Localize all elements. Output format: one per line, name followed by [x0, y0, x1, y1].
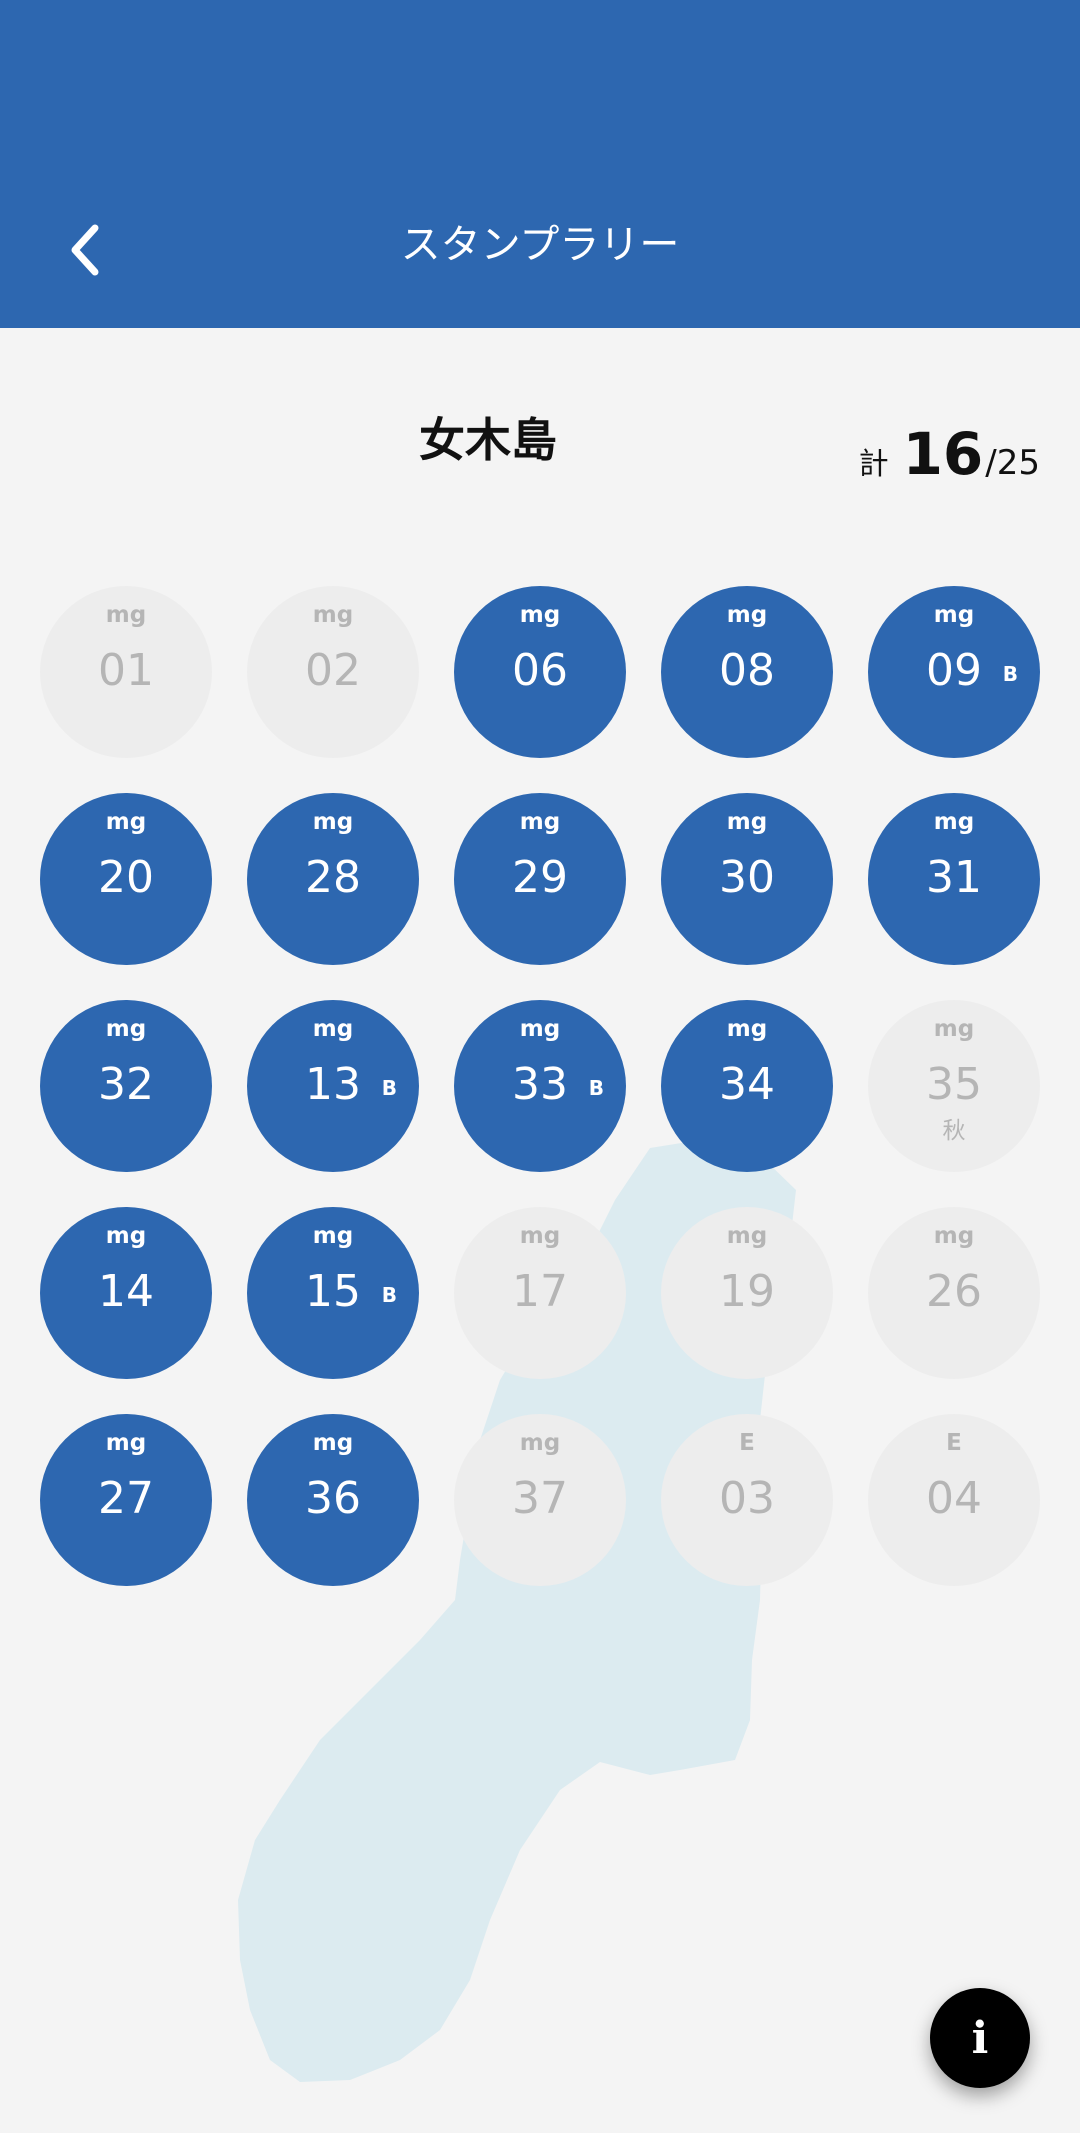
stamp-number: 33 — [512, 1059, 568, 1110]
stamp-number: 37 — [512, 1473, 568, 1524]
stamp-number: 19 — [719, 1266, 775, 1317]
stamp-number: 34 — [719, 1059, 775, 1110]
stamp-mg-02[interactable]: mg 02 — [247, 586, 419, 758]
back-button[interactable] — [55, 215, 115, 285]
total-suffix: /25 — [985, 443, 1040, 483]
stamp-prefix: mg — [933, 1016, 975, 1042]
stamp-number: 28 — [305, 852, 361, 903]
stamp-mg-08[interactable]: mg 08 — [661, 586, 833, 758]
info-icon: i — [971, 2012, 989, 2064]
stamp-number: 20 — [98, 852, 154, 903]
stamp-mg-15[interactable]: mg 15 B — [247, 1207, 419, 1379]
stamp-number: 31 — [926, 852, 982, 903]
stamp-mg-32[interactable]: mg 32 — [40, 1000, 212, 1172]
stamp-prefix: mg — [933, 602, 975, 628]
island-name: 女木島 — [419, 413, 557, 467]
total-counter: 計 16 /25 — [859, 420, 1040, 488]
stamp-number: 32 — [98, 1059, 154, 1110]
stamp-mg-31[interactable]: mg 31 — [868, 793, 1040, 965]
stamp-prefix: mg — [312, 809, 354, 835]
stamp-prefix: mg — [312, 1016, 354, 1042]
stamp-badge: B — [588, 1076, 604, 1100]
stamp-prefix: mg — [105, 1223, 147, 1249]
stamp-number: 14 — [98, 1266, 154, 1317]
stamp-prefix: E — [739, 1430, 755, 1456]
total-count: 16 — [902, 420, 984, 488]
stamp-badge: B — [381, 1076, 397, 1100]
stamp-mg-33[interactable]: mg 33 B — [454, 1000, 626, 1172]
stamp-mg-20[interactable]: mg 20 — [40, 793, 212, 965]
stamp-mg-01[interactable]: mg 01 — [40, 586, 212, 758]
stamp-mg-19[interactable]: mg 19 — [661, 1207, 833, 1379]
stamp-prefix: mg — [933, 809, 975, 835]
stamp-mg-27[interactable]: mg 27 — [40, 1414, 212, 1586]
stamp-badge: B — [1002, 662, 1018, 686]
stamp-mg-13[interactable]: mg 13 B — [247, 1000, 419, 1172]
stamp-mg-26[interactable]: mg 26 — [868, 1207, 1040, 1379]
app-header: スタンプラリー — [0, 0, 1080, 328]
stamp-prefix: mg — [726, 809, 768, 835]
stamp-number: 02 — [305, 645, 361, 696]
stamp-number: 08 — [719, 645, 775, 696]
stamp-number: 35 — [926, 1059, 982, 1110]
stamp-number: 03 — [719, 1473, 775, 1524]
stamp-prefix: mg — [519, 809, 561, 835]
stamp-e-03[interactable]: E 03 — [661, 1414, 833, 1586]
stamp-prefix: mg — [105, 1016, 147, 1042]
stamp-mg-36[interactable]: mg 36 — [247, 1414, 419, 1586]
stamp-e-04[interactable]: E 04 — [868, 1414, 1040, 1586]
stamp-number: 09 — [926, 645, 982, 696]
stamp-number: 26 — [926, 1266, 982, 1317]
stamp-season: 秋 — [942, 1118, 966, 1144]
info-button[interactable]: i — [930, 1988, 1030, 2088]
stamp-mg-09[interactable]: mg 09 B — [868, 586, 1040, 758]
page-title: スタンプラリー — [400, 222, 680, 268]
stamp-mg-30[interactable]: mg 30 — [661, 793, 833, 965]
stamp-number: 15 — [305, 1266, 361, 1317]
stamp-number: 13 — [305, 1059, 361, 1110]
stamp-prefix: E — [946, 1430, 962, 1456]
stamp-number: 01 — [98, 645, 154, 696]
stamp-prefix: mg — [519, 1016, 561, 1042]
stamp-mg-29[interactable]: mg 29 — [454, 793, 626, 965]
stamp-number: 30 — [719, 852, 775, 903]
stamp-mg-34[interactable]: mg 34 — [661, 1000, 833, 1172]
stamp-prefix: mg — [726, 1223, 768, 1249]
stamp-number: 27 — [98, 1473, 154, 1524]
stamp-number: 04 — [926, 1473, 982, 1524]
stamp-mg-28[interactable]: mg 28 — [247, 793, 419, 965]
stamp-prefix: mg — [312, 1430, 354, 1456]
stamp-prefix: mg — [312, 1223, 354, 1249]
stamp-mg-14[interactable]: mg 14 — [40, 1207, 212, 1379]
stamp-prefix: mg — [726, 602, 768, 628]
stamp-prefix: mg — [519, 1430, 561, 1456]
stamp-number: 17 — [512, 1266, 568, 1317]
stamp-number: 29 — [512, 852, 568, 903]
stamp-prefix: mg — [105, 602, 147, 628]
stamp-prefix: mg — [726, 1016, 768, 1042]
stamp-mg-06[interactable]: mg 06 — [454, 586, 626, 758]
stamp-prefix: mg — [519, 602, 561, 628]
stamp-prefix: mg — [519, 1223, 561, 1249]
stamp-badge: B — [381, 1283, 397, 1307]
stamp-prefix: mg — [105, 809, 147, 835]
stamp-mg-37[interactable]: mg 37 — [454, 1414, 626, 1586]
stamp-mg-35[interactable]: mg 35 秋 — [868, 1000, 1040, 1172]
stamp-number: 06 — [512, 645, 568, 696]
stamp-mg-17[interactable]: mg 17 — [454, 1207, 626, 1379]
stamp-prefix: mg — [312, 602, 354, 628]
stamp-prefix: mg — [105, 1430, 147, 1456]
stamp-number: 36 — [305, 1473, 361, 1524]
total-prefix: 計 — [858, 447, 889, 482]
chevron-left-icon — [71, 224, 99, 276]
stamp-prefix: mg — [933, 1223, 975, 1249]
